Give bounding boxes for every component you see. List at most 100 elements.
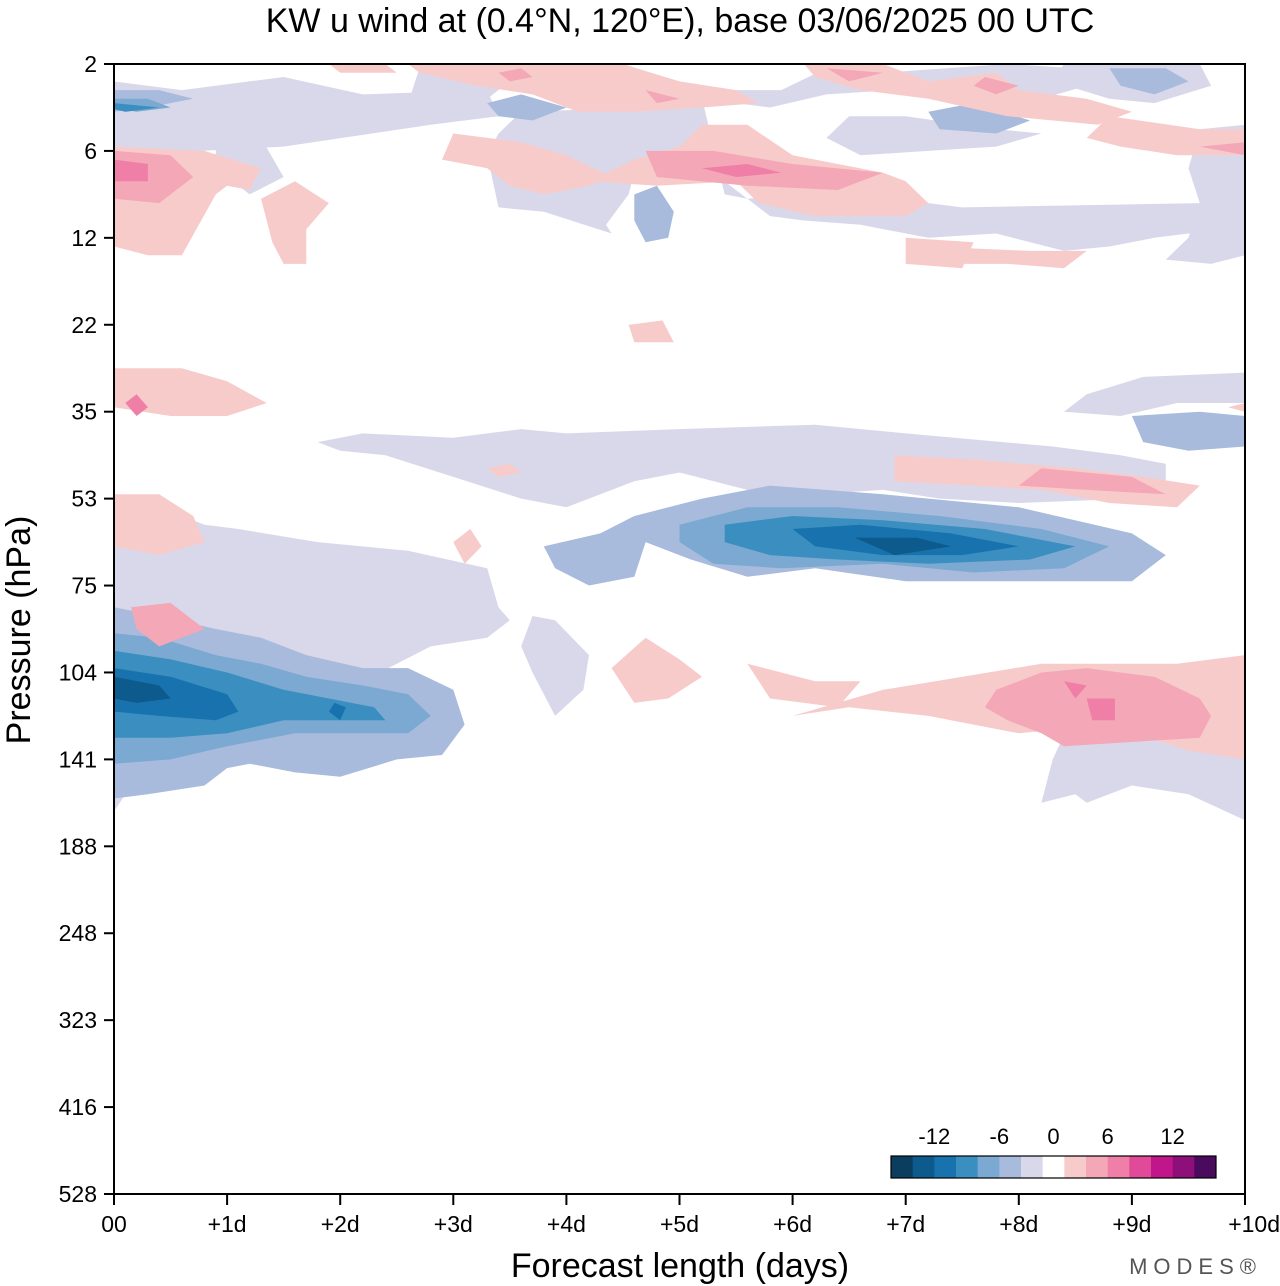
contour-region-55 — [131, 602, 205, 647]
colorbar-tick-label: 6 — [1102, 1124, 1114, 1149]
contour-region-47 — [628, 320, 674, 343]
contour-region-61 — [1199, 142, 1245, 156]
colorbar-swatch — [1021, 1156, 1044, 1178]
contour-region-67 — [1086, 698, 1115, 721]
contour-region-30 — [114, 668, 239, 721]
contour-region-52 — [487, 463, 522, 477]
contour-region-35 — [261, 181, 329, 264]
contour-region-51 — [453, 529, 482, 564]
colorbar-tick-label: -12 — [918, 1124, 950, 1149]
colorbar-swatch — [1172, 1156, 1195, 1178]
contour-region-26 — [114, 103, 160, 112]
x-tick-label: +8d — [999, 1211, 1038, 1237]
y-tick-label: 141 — [59, 746, 97, 772]
y-tick-label: 248 — [59, 920, 97, 946]
contour-region-17 — [634, 185, 674, 243]
colorbar-swatch — [1107, 1156, 1130, 1178]
colorbar-tick-label: 12 — [1160, 1124, 1184, 1149]
y-tick-label: 528 — [59, 1181, 97, 1207]
contour-region-53 — [1228, 403, 1245, 412]
contour-regions — [114, 64, 1245, 821]
contour-region-59 — [498, 68, 533, 82]
y-tick-label: 416 — [59, 1094, 97, 1120]
colorbar-swatch — [977, 1156, 1000, 1178]
contour-region-9 — [1064, 372, 1245, 416]
colorbar-tick-label: -6 — [990, 1124, 1010, 1149]
colorbar-swatch — [912, 1156, 935, 1178]
y-tick-label: 2 — [84, 51, 97, 77]
contour-region-14 — [204, 542, 250, 586]
contour-region-64 — [114, 159, 148, 182]
x-tick-label: +3d — [434, 1211, 473, 1237]
x-tick-label: 00 — [101, 1211, 127, 1237]
x-tick-label: +5d — [660, 1211, 699, 1237]
colorbar-swatch — [934, 1156, 957, 1178]
contour-region-58 — [973, 77, 1019, 95]
contour-region-39 — [328, 64, 397, 73]
x-tick-label: +1d — [208, 1211, 247, 1237]
chart-title: KW u wind at (0.4°N, 120°E), base 03/06/… — [266, 2, 1095, 40]
y-tick-label: 104 — [59, 659, 98, 685]
contour-region-60 — [826, 68, 884, 82]
contour-region-0 — [114, 77, 499, 156]
contour-region-32 — [854, 537, 951, 556]
x-tick-label: +10d — [1228, 1211, 1280, 1237]
x-tick-label: +9d — [1112, 1211, 1151, 1237]
contour-region-20 — [1131, 411, 1245, 451]
contour-region-44 — [114, 368, 267, 416]
contour-region-19 — [1109, 68, 1189, 95]
y-tick-label: 12 — [71, 225, 97, 251]
colorbar-swatch — [1194, 1156, 1217, 1178]
x-tick-label: +6d — [773, 1211, 812, 1237]
contour-region-40 — [803, 64, 1132, 125]
contour-region-50 — [611, 637, 703, 703]
colorbar-swatch — [1064, 1156, 1087, 1178]
y-axis: 2 6 12 22 35 53 75 104 141 188 248 323 416 528 — [59, 51, 114, 1207]
y-axis-label: Pressure (hPa) — [0, 516, 38, 745]
contour-region-66 — [1064, 681, 1087, 699]
contour-region-45 — [114, 494, 205, 556]
contour-region-57 — [645, 90, 680, 104]
colorbar-swatch — [1086, 1156, 1109, 1178]
y-tick-label: 22 — [71, 312, 97, 338]
y-tick-label: 188 — [59, 833, 97, 859]
x-axis: 00 +1d +2d +3d +4d +5d +6d +7d +8d +9d +10d — [101, 1194, 1280, 1237]
x-axis-label: Forecast length (days) — [511, 1247, 849, 1285]
contour-region-65 — [702, 164, 782, 177]
contour-region-10 — [317, 424, 1166, 508]
contour-region-49 — [747, 663, 861, 708]
x-tick-label: +7d — [886, 1211, 925, 1237]
contour-region-18 — [928, 103, 1031, 134]
contour-region-68 — [125, 394, 148, 416]
colorbar-swatch — [999, 1156, 1022, 1178]
colorbar-swatch — [1151, 1156, 1174, 1178]
contour-region-41 — [1086, 116, 1245, 156]
contour-region-2 — [487, 98, 748, 234]
colorbar-swatch — [891, 1156, 914, 1178]
colorbar-swatch — [956, 1156, 979, 1178]
x-tick-label: +2d — [321, 1211, 360, 1237]
contour-region-43 — [928, 246, 1087, 269]
contour-region-7 — [1165, 124, 1245, 264]
y-tick-label: 6 — [84, 138, 97, 164]
y-tick-label: 53 — [71, 486, 97, 512]
colorbar-tick-label: 0 — [1047, 1124, 1059, 1149]
contour-region-11 — [114, 494, 510, 812]
y-tick-label: 323 — [59, 1007, 97, 1033]
brand-logo-text: MODES® — [1129, 1254, 1262, 1279]
contour-region-31 — [328, 702, 346, 721]
colorbar-swatch — [1042, 1156, 1065, 1178]
contour-region-33 — [114, 676, 171, 703]
contour-region-16 — [487, 94, 567, 121]
colorbar: -12 -6 0 6 12 — [890, 1124, 1217, 1179]
colorbar-frame — [890, 1155, 1217, 1179]
contour-region-12 — [521, 616, 589, 716]
contour-region-63 — [1018, 468, 1166, 495]
y-tick-label: 35 — [71, 399, 97, 425]
x-tick-label: +4d — [547, 1211, 586, 1237]
contour-region-6 — [826, 116, 1042, 156]
colorbar-swatch — [1129, 1156, 1152, 1178]
contour-region-36 — [442, 133, 612, 195]
y-tick-label: 75 — [71, 573, 97, 599]
